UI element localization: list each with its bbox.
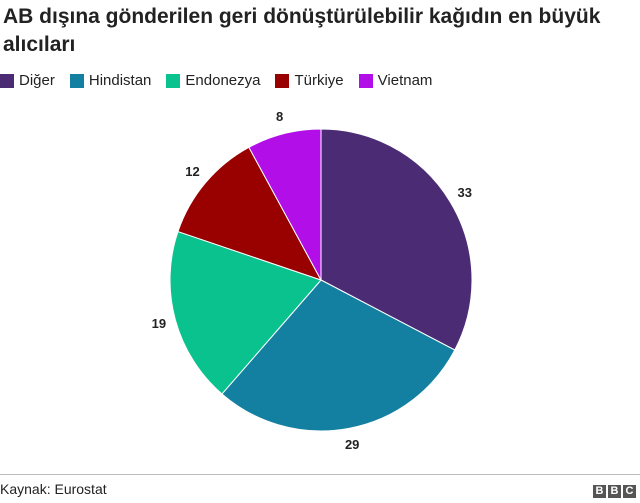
- legend-item: Hindistan: [69, 72, 152, 89]
- bbc-logo-letter: B: [608, 485, 621, 498]
- pie-chart: 33 29 19 12 8: [152, 109, 473, 452]
- legend-swatch: [69, 73, 84, 88]
- chart-title: AB dışına gönderilen geri dönüştürülebil…: [3, 5, 601, 56]
- legend-swatch: [358, 73, 373, 88]
- bbc-logo: B B C: [593, 485, 636, 498]
- legend-item: Diğer: [0, 72, 55, 89]
- slice-value-label: 33: [457, 185, 471, 200]
- chart-legend: Diğer Hindistan Endonezya Türkiye Vietnam: [0, 72, 447, 92]
- slice-value-label: 8: [276, 109, 283, 124]
- bbc-logo-letter: C: [623, 485, 636, 498]
- legend-label: Vietnam: [377, 72, 433, 89]
- legend-swatch: [275, 73, 290, 88]
- legend-item: Vietnam: [358, 72, 433, 89]
- legend-item: Türkiye: [275, 72, 344, 89]
- footer-divider: [0, 474, 640, 475]
- legend-label: Türkiye: [294, 72, 344, 89]
- pie-slice: [177, 146, 323, 281]
- pie-slice: [248, 128, 322, 281]
- source-note: Kaynak: Eurostat: [0, 481, 107, 497]
- pie-slice: [221, 279, 456, 432]
- legend-item: Endonezya: [166, 72, 260, 89]
- slice-value-label: 29: [345, 437, 359, 452]
- legend-label: Endonezya: [185, 72, 261, 89]
- slice-value-label: 19: [152, 316, 166, 331]
- bbc-logo-letter: B: [593, 485, 606, 498]
- pie-slice: [169, 230, 322, 395]
- legend-label: Hindistan: [88, 72, 152, 89]
- legend-swatch: [166, 73, 181, 88]
- legend-label: Diğer: [19, 72, 55, 89]
- pie-slice: [320, 128, 473, 351]
- slice-value-label: 12: [185, 164, 199, 179]
- legend-swatch: [0, 73, 14, 88]
